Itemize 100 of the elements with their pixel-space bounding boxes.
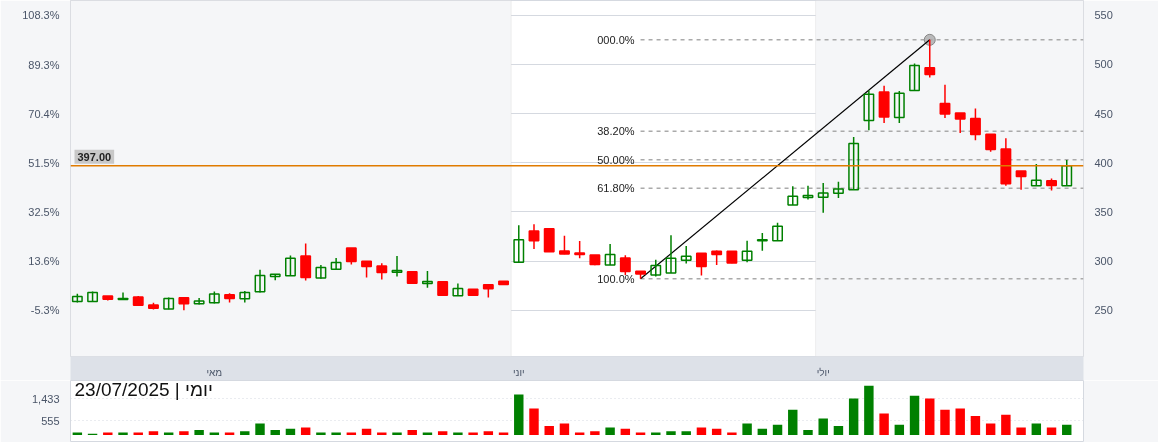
candlestick [680, 245, 692, 265]
bar [574, 432, 585, 435]
candlestick [954, 112, 966, 134]
bar [925, 398, 935, 435]
bar [103, 432, 113, 435]
y-tick-label: 300 [1094, 255, 1113, 268]
bar [955, 408, 965, 435]
chart-title: יומי | 23/07/2025 [74, 378, 213, 400]
bar [848, 398, 859, 435]
candlestick [741, 240, 753, 264]
x-tick-label: מאי [206, 366, 223, 378]
bar [1016, 427, 1026, 435]
candlestick [817, 182, 829, 214]
candlestick [513, 224, 525, 264]
candlestick [528, 223, 540, 250]
bar [179, 431, 189, 435]
ref-line-label: 397.00 [77, 150, 112, 163]
bar [559, 423, 570, 435]
bar [118, 432, 128, 435]
candlestick [969, 107, 981, 141]
bar [1046, 427, 1057, 435]
bar [316, 432, 326, 435]
candlestick [254, 269, 266, 294]
bar [133, 432, 143, 435]
bar [346, 432, 357, 435]
y2-tick-label: 32.5% [28, 206, 60, 219]
bar [711, 428, 722, 435]
candlestick [330, 257, 342, 271]
y-tick-label: 550 [1094, 9, 1113, 22]
bar [635, 432, 646, 435]
bar [970, 416, 981, 435]
bar [742, 423, 752, 435]
bar [590, 431, 600, 435]
bar [148, 431, 159, 435]
candlestick [117, 291, 129, 301]
y2-tick-label: -5.3% [30, 304, 60, 317]
bar [300, 427, 311, 435]
bar [377, 432, 387, 435]
candlestick [391, 255, 403, 278]
y2-tick-label: 70.4% [28, 107, 60, 120]
bar [757, 428, 768, 435]
bar [803, 429, 813, 435]
y-tick-label: 1,433 [31, 392, 60, 405]
bar [285, 428, 296, 435]
annotation: 100.0% [597, 272, 635, 285]
y2-tick-label: 89.3% [28, 58, 60, 71]
bar [361, 428, 372, 435]
bar [453, 432, 463, 435]
bar [224, 432, 235, 435]
bar [163, 432, 174, 435]
candlestick [665, 234, 677, 274]
y-tick-label: 500 [1094, 58, 1113, 71]
bar [255, 423, 265, 435]
bar [544, 426, 554, 435]
y-tick-label: 400 [1094, 156, 1113, 169]
bar [437, 431, 448, 435]
candlestick [1061, 159, 1073, 187]
bar [666, 431, 676, 435]
candlestick [863, 89, 875, 132]
candlestick [315, 264, 327, 280]
y2-tick-label: 13.6% [28, 255, 60, 268]
bar [833, 426, 844, 435]
candlestick [909, 62, 921, 92]
x-tick-label: יולי [816, 366, 830, 378]
bar [72, 432, 83, 435]
candlestick [772, 221, 784, 242]
bar [788, 409, 798, 435]
bar [818, 418, 828, 435]
bar [940, 409, 950, 435]
annotation: 000.0% [597, 33, 635, 46]
y-tick-label: 250 [1094, 304, 1113, 317]
y2-tick-label: 51.5% [28, 156, 60, 169]
bar [772, 424, 783, 435]
bar [696, 427, 707, 435]
y-tick-label: 350 [1094, 205, 1113, 218]
candlestick [650, 258, 662, 278]
annotation: 50.00% [597, 153, 635, 166]
annotation: 61.80% [597, 182, 635, 195]
bar [331, 432, 341, 435]
bar [985, 423, 996, 435]
bar [620, 428, 631, 435]
candlestick [939, 83, 951, 119]
candlestick [787, 185, 799, 206]
bar [1001, 414, 1011, 435]
candlestick [848, 136, 860, 191]
candlestick [543, 228, 555, 253]
bar [1031, 423, 1042, 435]
candlestick [300, 242, 312, 282]
bar [483, 431, 494, 435]
bar [605, 427, 615, 435]
bar [194, 429, 204, 435]
bar [240, 431, 250, 435]
candlestick [1030, 163, 1042, 187]
candlestick [239, 290, 251, 304]
annotation: 38.20% [597, 125, 635, 138]
candlestick [452, 282, 464, 297]
candlestick [558, 234, 570, 255]
bar [727, 432, 737, 435]
candlestick [802, 185, 814, 201]
y-tick-label: 555 [41, 414, 60, 427]
